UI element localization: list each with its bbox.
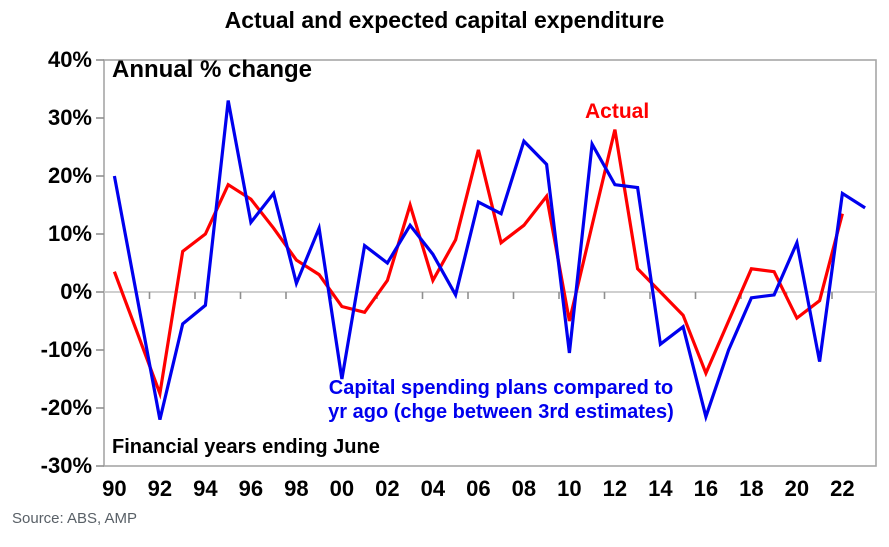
series-actual-line bbox=[112, 129, 844, 400]
x-axis-label: 92 bbox=[147, 476, 173, 501]
y-axis-label: 20% bbox=[47, 163, 92, 188]
financial-years-note: Financial years ending June bbox=[112, 436, 380, 458]
x-axis-label: 18 bbox=[739, 476, 764, 501]
x-axis-label: 10 bbox=[557, 476, 582, 501]
y-axis-label: 30% bbox=[47, 105, 92, 130]
y-axis-label: 40% bbox=[47, 47, 92, 72]
x-axis-label: 94 bbox=[193, 476, 218, 501]
x-axis-label: 22 bbox=[830, 476, 855, 501]
x-axis-label: 14 bbox=[648, 476, 673, 501]
y-axis-label: 0% bbox=[60, 279, 92, 304]
x-axis-label: 02 bbox=[375, 476, 400, 501]
x-axis-label: 90 bbox=[102, 476, 127, 501]
x-axis-label: 06 bbox=[466, 476, 491, 501]
x-axis-label: 98 bbox=[284, 476, 309, 501]
x-axis-label: 96 bbox=[238, 476, 264, 501]
source-note: Source: ABS, AMP bbox=[12, 510, 138, 527]
y-axis-label: 10% bbox=[47, 221, 92, 246]
x-axis-label: 08 bbox=[511, 476, 537, 501]
x-axis-label: 04 bbox=[420, 476, 446, 501]
y-axis-label: -20% bbox=[40, 395, 92, 420]
units-note: Annual % change bbox=[112, 56, 313, 83]
plot-border bbox=[103, 59, 877, 467]
series-plans-line bbox=[112, 100, 866, 423]
plans-series-label: Capital spending plans compared to yr ag… bbox=[300, 376, 702, 424]
y-axis-label: -30% bbox=[40, 453, 92, 478]
actual-series-label: Actual bbox=[585, 100, 650, 123]
plans-series-label-line1: Capital spending plans compared to bbox=[328, 377, 674, 399]
x-axis-label: 16 bbox=[693, 476, 719, 501]
x-axis-label: 00 bbox=[329, 476, 355, 501]
chart-title: Actual and expected capital expenditure bbox=[224, 7, 665, 33]
plans-series-label-line2: yr ago (chge between 3rd estimates) bbox=[328, 401, 674, 423]
x-axis-label: 12 bbox=[602, 476, 628, 501]
y-axis-label: -10% bbox=[40, 337, 92, 362]
x-axis-label: 20 bbox=[784, 476, 810, 501]
